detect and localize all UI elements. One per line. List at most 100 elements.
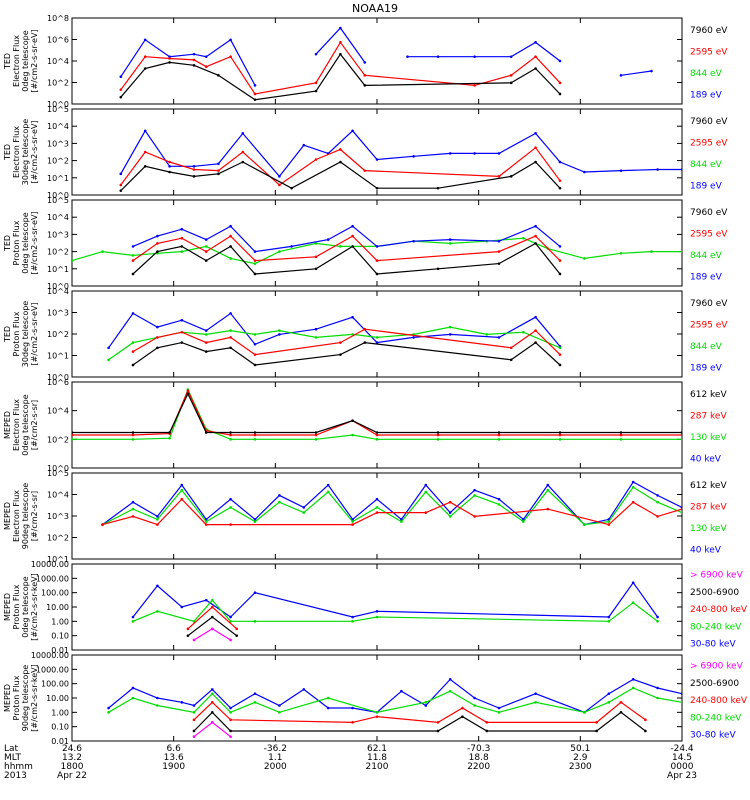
series-point (607, 615, 611, 619)
y-tick-label: 10^4 (47, 287, 69, 296)
series-point (229, 55, 232, 58)
series-point (497, 239, 501, 243)
series-point (644, 718, 647, 722)
legend-entry: 189 eV (690, 182, 723, 192)
series-point (558, 59, 562, 63)
series-point (314, 438, 318, 441)
series-point (107, 346, 110, 350)
series-point (351, 433, 354, 437)
series-point (339, 52, 342, 56)
series-point (168, 55, 171, 58)
series-point (253, 98, 257, 101)
y-axis-label-line: Electron Flux (12, 399, 21, 451)
series-point (424, 490, 428, 494)
series-point (656, 494, 659, 497)
y-tick-label: 10^0 (47, 282, 69, 291)
series-point (436, 729, 440, 733)
y-tick-label: 0.10 (51, 723, 69, 732)
legend-entry: 844 eV (690, 160, 723, 170)
series-point (351, 706, 354, 710)
series-point (186, 627, 190, 631)
x-hhmm-value: 0000 (671, 762, 694, 772)
series-point (375, 272, 379, 276)
series-point (168, 61, 171, 64)
series-line-blue (102, 481, 682, 526)
series-point (314, 431, 318, 434)
series-point (375, 341, 379, 344)
series-point (375, 431, 379, 434)
series-point (631, 686, 635, 690)
y-tick-label: 0.01 (51, 737, 69, 746)
series-point (595, 721, 598, 724)
panel-frame (71, 290, 683, 378)
series-point (314, 89, 318, 93)
series-point (619, 169, 623, 172)
series-point (375, 433, 379, 437)
series-point (204, 245, 208, 248)
legend-entry: 189 eV (690, 273, 723, 283)
series-point (473, 704, 476, 707)
series-point (436, 438, 440, 441)
series-point (619, 711, 623, 714)
series-point (119, 172, 123, 176)
series-point (558, 259, 562, 262)
series-point (211, 688, 214, 691)
x-hhmm-value: 2000 (264, 762, 287, 772)
y-axis-label-line: [#/cm2-s-sr-eV] (30, 211, 39, 274)
series-point (619, 74, 623, 77)
series-point (656, 615, 659, 619)
legend-entry: 7960 eV (690, 208, 728, 218)
series-point (241, 150, 245, 154)
series-point (497, 336, 501, 339)
y-tick-label: 10.00 (46, 603, 69, 612)
series-line-black (120, 53, 561, 101)
series-point (156, 523, 159, 526)
series-point (534, 701, 537, 704)
series-point (302, 511, 306, 514)
y-axis-label-line: 90deg telescope (21, 483, 30, 550)
panel-frame (71, 654, 683, 742)
series-line-red (102, 498, 682, 526)
series-point (192, 735, 196, 738)
y-axis-label-line: Proton Flux (12, 220, 21, 265)
legend-entry: 2500-6900 (690, 679, 739, 689)
x-row-label: hhmm (4, 762, 33, 772)
series-point (143, 38, 147, 42)
x-mlt-value: 14.5 (672, 753, 692, 763)
y-tick-label: 10^2 (47, 435, 69, 444)
series-point (400, 520, 403, 523)
series-point (229, 312, 232, 315)
series-point (339, 41, 342, 44)
y-axis-label: MEPEDElectron Flux0deg telescope[#/cm2-s… (3, 394, 39, 455)
series-line-red (120, 41, 561, 95)
series-point (192, 704, 196, 707)
series-point (534, 132, 537, 135)
series-point (351, 129, 354, 133)
series-point (229, 224, 232, 228)
series-point (131, 433, 135, 437)
series-point (534, 234, 537, 238)
panel-frame (71, 381, 683, 469)
x-lat-value: 50.1 (570, 744, 590, 754)
series-point (211, 615, 214, 619)
series-point (101, 250, 104, 253)
series-point (473, 515, 476, 518)
series-point (192, 165, 196, 168)
series-point (131, 259, 135, 262)
series-point (204, 250, 208, 253)
series-point (253, 259, 257, 262)
series-point (229, 638, 232, 642)
series-point (192, 52, 196, 56)
series-point (558, 81, 562, 85)
legend-entry: 2595 eV (690, 48, 728, 58)
series-point (229, 497, 232, 501)
y-tick-label: 10^8 (47, 14, 69, 23)
series-point (186, 389, 190, 392)
series-point (680, 250, 682, 253)
y-axis-label-line: TED (3, 235, 12, 252)
series-point (143, 67, 147, 70)
series-point (363, 341, 367, 344)
y-axis-label-line: 0deg telescope (21, 30, 30, 91)
series-point (473, 55, 476, 58)
series-point (107, 711, 110, 714)
